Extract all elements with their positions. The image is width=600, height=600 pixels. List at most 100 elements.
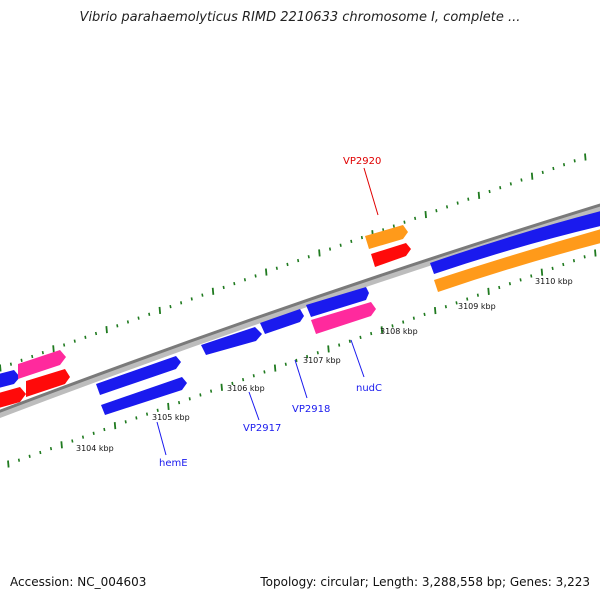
minor-tick	[31, 354, 34, 359]
gene-feature[interactable]	[0, 370, 20, 389]
minor-tick	[488, 189, 491, 194]
scale-label-3108: 3108 kbp	[380, 327, 418, 336]
minor-tick	[530, 274, 533, 278]
minor-tick	[263, 370, 266, 374]
minor-tick	[92, 431, 95, 435]
minor-tick	[190, 297, 193, 301]
gene-label-vp2917[interactable]: VP2917	[243, 423, 281, 434]
major-tick	[594, 249, 597, 257]
gene-cluster-left[interactable]	[0, 350, 70, 409]
minor-tick	[180, 301, 183, 305]
gene-feature[interactable]	[430, 210, 600, 274]
minor-tick	[284, 362, 287, 366]
minor-tick	[391, 324, 394, 328]
gene-label-nudC[interactable]: nudC	[356, 383, 382, 394]
gene-label-hemE[interactable]: hemE	[159, 458, 188, 469]
minor-tick	[339, 243, 342, 247]
minor-tick	[573, 159, 576, 163]
gene-feature[interactable]	[260, 309, 304, 334]
minor-tick	[316, 351, 319, 355]
gene-feature[interactable]	[101, 377, 187, 415]
map-title: Vibrio parahaemolyticus RIMD 2210633 chr…	[79, 10, 521, 25]
minor-tick	[201, 293, 204, 297]
gene-cluster-right[interactable]	[430, 210, 600, 292]
minor-tick	[81, 435, 85, 439]
minor-tick	[252, 374, 255, 378]
minor-tick	[350, 239, 353, 244]
minor-tick	[148, 312, 151, 316]
minor-tick	[116, 324, 119, 328]
minor-tick	[403, 220, 406, 224]
minor-tick	[551, 266, 554, 271]
gene-label-vp2918[interactable]: VP2918	[292, 404, 330, 415]
minor-tick	[9, 362, 13, 366]
minor-tick	[467, 197, 470, 201]
scale-label-3107: 3107 kbp	[303, 356, 341, 365]
minor-tick	[63, 343, 66, 347]
minor-tick	[348, 339, 351, 343]
minor-tick	[328, 247, 332, 251]
major-tick	[318, 249, 321, 257]
minor-tick	[499, 186, 502, 190]
minor-tick	[169, 304, 172, 309]
minor-tick	[286, 262, 289, 267]
minor-tick	[297, 258, 300, 263]
minor-tick	[28, 454, 31, 458]
gene-feature[interactable]	[365, 225, 408, 249]
minor-tick	[456, 201, 459, 205]
major-tick	[584, 153, 587, 161]
minor-tick	[520, 178, 523, 182]
gene-feature[interactable]	[18, 350, 66, 379]
gene-hemE-group[interactable]	[96, 356, 187, 415]
major-tick	[434, 306, 437, 315]
minor-tick	[222, 285, 225, 290]
minor-tick	[231, 381, 234, 386]
major-tick	[477, 191, 481, 199]
gene-vp2920-group[interactable]	[365, 225, 411, 267]
major-tick	[530, 172, 534, 180]
minor-tick	[508, 282, 512, 286]
minor-tick	[476, 293, 479, 297]
scale-labels: 3104 kbp 3105 kbp 3106 kbp 3107 kbp 3108…	[76, 277, 573, 453]
gene-feature[interactable]	[26, 369, 70, 397]
minor-tick	[359, 335, 362, 340]
gene-label-vp2920[interactable]: VP2920	[343, 156, 381, 167]
major-tick	[167, 402, 170, 411]
minor-tick	[412, 316, 415, 320]
gene-feature[interactable]	[0, 387, 26, 409]
genome-backbone	[0, 203, 600, 418]
minor-tick	[307, 255, 310, 259]
gene-feature[interactable]	[96, 356, 181, 395]
minor-tick	[137, 316, 140, 320]
minor-tick	[360, 235, 364, 240]
minor-tick	[338, 343, 341, 347]
major-tick	[52, 345, 55, 353]
minor-tick	[199, 393, 202, 397]
minor-tick	[84, 335, 87, 339]
minor-tick	[562, 163, 566, 167]
minor-tick	[103, 427, 106, 432]
minor-tick	[94, 331, 98, 336]
outer-scale-track	[0, 153, 587, 372]
gene-feature[interactable]	[306, 287, 369, 317]
minor-tick	[49, 446, 53, 451]
gene-feature[interactable]	[371, 243, 411, 267]
gene-vp2917-group[interactable]	[201, 287, 376, 355]
minor-tick	[435, 209, 438, 213]
major-tick	[380, 326, 384, 334]
gene-feature[interactable]	[434, 228, 600, 292]
major-tick	[487, 287, 490, 295]
gene-feature[interactable]	[201, 327, 262, 355]
major-tick	[327, 345, 330, 353]
minor-tick	[306, 354, 309, 359]
minor-tick	[402, 320, 405, 324]
minor-tick	[124, 420, 127, 424]
minor-tick	[242, 377, 245, 382]
minor-tick	[135, 416, 138, 420]
scale-label-3105: 3105 kbp	[152, 413, 190, 422]
gene-feature[interactable]	[311, 302, 376, 334]
minor-tick	[71, 439, 74, 443]
minor-tick	[583, 255, 586, 259]
minor-tick	[145, 412, 149, 416]
